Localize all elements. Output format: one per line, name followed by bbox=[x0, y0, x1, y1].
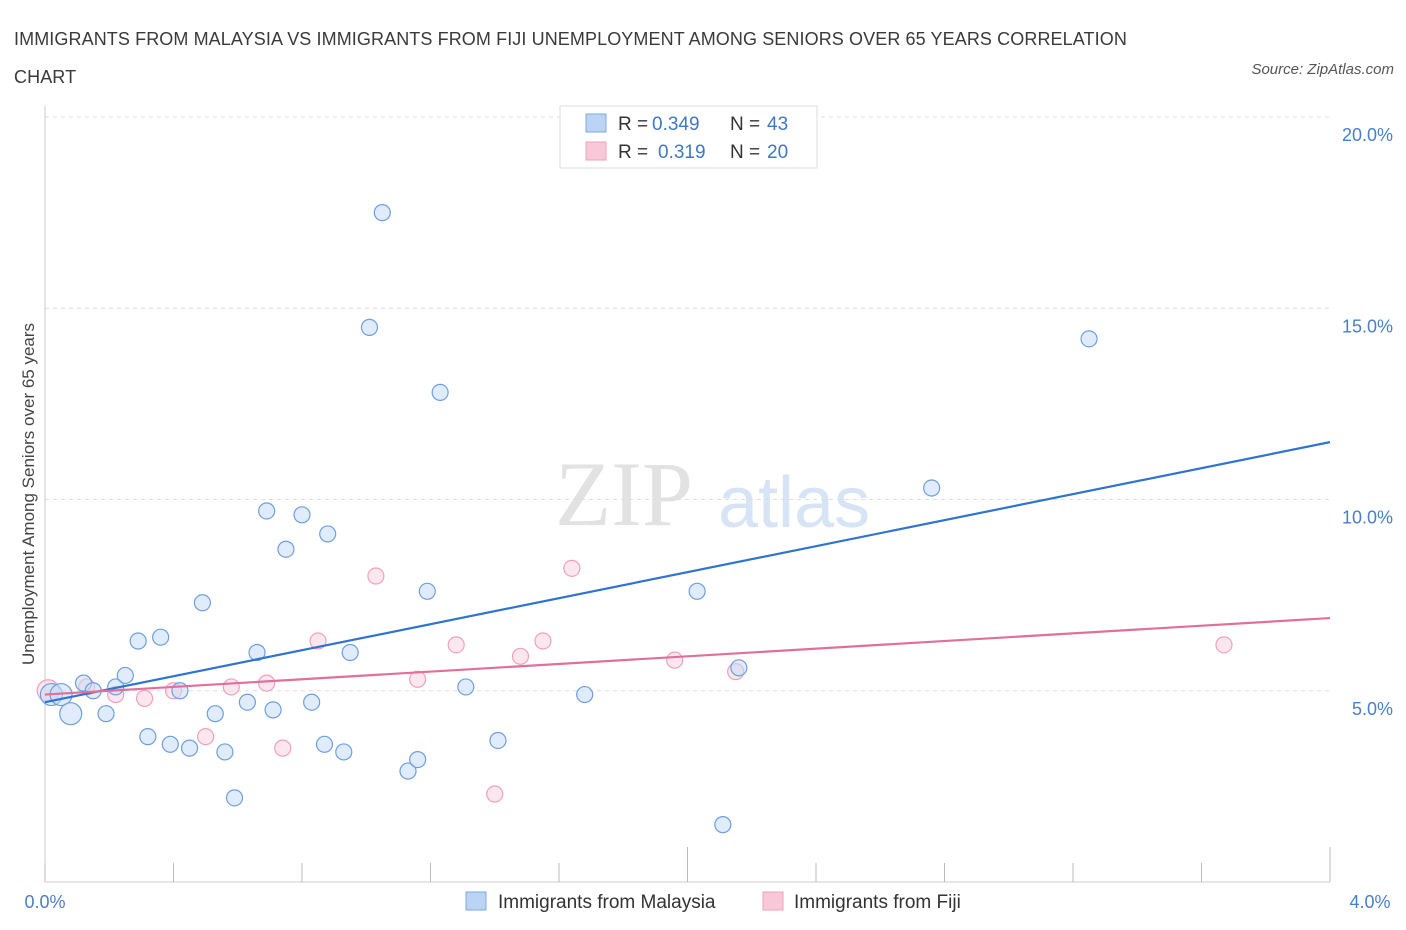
malaysia-point-11 bbox=[161, 735, 179, 753]
source-label: Source: ZipAtlas.com bbox=[1251, 61, 1394, 78]
fiji-point-12 bbox=[447, 636, 465, 654]
malaysia-point-17 bbox=[225, 789, 244, 807]
y-axis-label: Unemployment Among Seniors over 65 years bbox=[19, 323, 38, 665]
malaysia-point-9 bbox=[139, 728, 157, 746]
malaysia-point-10 bbox=[152, 628, 170, 646]
fiji-point-8 bbox=[274, 739, 292, 757]
malaysia-trend-line bbox=[44, 441, 1331, 704]
bottom-legend-label-fiji: Immigrants from Fiji bbox=[794, 892, 961, 913]
fiji-point-11 bbox=[409, 670, 427, 688]
fiji-point-16 bbox=[563, 559, 581, 577]
legend-r-label-malaysia: R = bbox=[618, 114, 648, 135]
fiji-point-13 bbox=[486, 785, 504, 803]
series-fiji-points bbox=[36, 559, 1233, 803]
x-tick-label-min: 0.0% bbox=[24, 892, 65, 912]
malaysia-point-28 bbox=[341, 643, 359, 662]
malaysia-point-30 bbox=[373, 204, 391, 222]
y-tick-label-5: 5.0% bbox=[1352, 699, 1393, 719]
malaysia-point-14 bbox=[193, 594, 212, 612]
fiji-point-7 bbox=[258, 674, 276, 692]
legend-n-value-malaysia: 43 bbox=[767, 114, 788, 135]
malaysia-point-39 bbox=[714, 816, 732, 834]
malaysia-point-27 bbox=[335, 743, 353, 761]
stats-legend: R = 0.349 N = 43 R = 0.319 N = 20 bbox=[559, 105, 818, 169]
x-tick-label-max: 4.0% bbox=[1349, 892, 1390, 912]
malaysia-point-24 bbox=[303, 693, 321, 711]
malaysia-point-32 bbox=[409, 750, 427, 769]
malaysia-point-5 bbox=[97, 705, 115, 723]
malaysia-point-18 bbox=[238, 693, 256, 711]
malaysia-point-26 bbox=[319, 525, 337, 543]
legend-n-value-fiji: 20 bbox=[767, 142, 788, 163]
malaysia-point-40 bbox=[730, 659, 748, 677]
legend-n-label-fiji: N = bbox=[730, 142, 760, 163]
legend-n-label-malaysia: N = bbox=[730, 114, 760, 135]
fiji-point-15 bbox=[534, 632, 552, 650]
watermark-zip: ZIP bbox=[555, 443, 693, 545]
fiji-point-5 bbox=[197, 728, 215, 746]
fiji-point-3 bbox=[135, 689, 154, 708]
malaysia-point-36 bbox=[489, 731, 507, 750]
malaysia-point-19 bbox=[248, 643, 266, 662]
series-legend: Immigrants from Malaysia Immigrants from… bbox=[465, 891, 961, 913]
series-malaysia-points bbox=[39, 204, 1098, 834]
fiji-point-14 bbox=[511, 647, 530, 665]
legend-swatch-malaysia bbox=[585, 113, 607, 133]
malaysia-point-31 bbox=[399, 762, 417, 780]
malaysia-point-35 bbox=[457, 678, 475, 696]
malaysia-point-7 bbox=[116, 666, 134, 685]
y-tick-label-20: 20.0% bbox=[1342, 125, 1393, 145]
malaysia-point-25 bbox=[315, 735, 334, 753]
fiji-point-6 bbox=[222, 678, 240, 696]
legend-swatch-fiji bbox=[585, 141, 607, 161]
malaysia-point-8 bbox=[129, 632, 147, 650]
fiji-point-19 bbox=[1215, 636, 1233, 654]
y-tick-label-10: 10.0% bbox=[1342, 508, 1393, 528]
malaysia-point-23 bbox=[293, 506, 311, 524]
malaysia-point-13 bbox=[180, 739, 199, 757]
malaysia-point-20 bbox=[258, 502, 276, 520]
bottom-legend-swatch-fiji bbox=[762, 891, 784, 911]
chart-title: IMMIGRANTS FROM MALAYSIA VS IMMIGRANTS F… bbox=[14, 29, 1127, 87]
malaysia-point-41 bbox=[923, 479, 941, 497]
fiji-point-17 bbox=[666, 651, 684, 669]
malaysia-point-15 bbox=[206, 705, 224, 723]
malaysia-point-37 bbox=[576, 685, 594, 704]
y-tick-labels: 5.0% 10.0% 15.0% 20.0% bbox=[1342, 125, 1393, 719]
malaysia-point-21 bbox=[264, 701, 282, 719]
malaysia-point-33 bbox=[418, 582, 436, 600]
malaysia-point-38 bbox=[688, 582, 706, 600]
y-tick-label-15: 15.0% bbox=[1342, 316, 1393, 336]
x-ticks bbox=[44, 847, 1331, 882]
malaysia-point-16 bbox=[216, 743, 234, 761]
fiji-trend-line bbox=[44, 616, 1331, 696]
watermark: ZIP atlas bbox=[555, 443, 870, 545]
malaysia-point-29 bbox=[360, 318, 379, 336]
legend-r-value-fiji: 0.319 bbox=[658, 142, 706, 163]
legend-r-value-malaysia: 0.349 bbox=[652, 114, 700, 135]
malaysia-point-42 bbox=[1080, 330, 1098, 348]
malaysia-point-34 bbox=[431, 383, 449, 401]
malaysia-point-2 bbox=[59, 702, 83, 726]
watermark-atlas: atlas bbox=[718, 463, 870, 543]
bottom-legend-swatch-malaysia bbox=[465, 891, 487, 911]
trend-lines bbox=[44, 441, 1331, 704]
gridlines bbox=[45, 116, 1330, 692]
fiji-point-10 bbox=[367, 567, 385, 585]
malaysia-point-22 bbox=[277, 540, 295, 558]
bottom-legend-label-malaysia: Immigrants from Malaysia bbox=[498, 892, 716, 913]
legend-r-label-fiji: R = bbox=[618, 142, 648, 163]
